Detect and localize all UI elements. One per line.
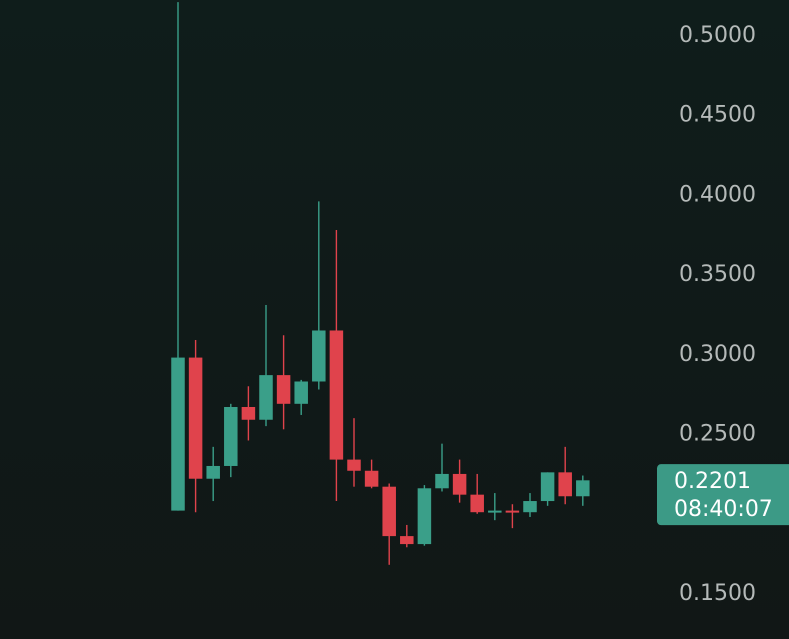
y-tick-label: 0.1500 (679, 581, 756, 606)
candle-body (312, 330, 326, 382)
candle (206, 446, 220, 502)
y-tick-label: 0.5000 (679, 23, 756, 48)
candle-body (523, 501, 537, 513)
candle-body (224, 406, 238, 466)
candle (259, 304, 273, 427)
last-price-label-bg (657, 464, 789, 526)
candle-body (329, 330, 344, 460)
candle (224, 403, 238, 478)
candle-body (276, 375, 291, 404)
candle-body (417, 488, 432, 545)
candle (417, 485, 432, 546)
candle-body (188, 357, 203, 479)
candle-body (206, 465, 220, 479)
candle (540, 472, 555, 506)
candle (488, 493, 502, 521)
candle (470, 473, 484, 514)
candle-body (435, 473, 449, 489)
candle-body (505, 510, 520, 513)
candle (400, 524, 414, 548)
last-price-marker: 0.2201 08:40:07 (657, 464, 789, 526)
candle (294, 379, 308, 415)
price-axis: 0.5000 0.4500 0.4000 0.3500 0.3000 0.2500 0.15… (679, 23, 756, 606)
candle (558, 446, 572, 505)
candle-body (400, 536, 414, 545)
y-tick-label: 0.3500 (679, 262, 756, 287)
candle (382, 483, 396, 565)
last-price-countdown: 08:40:07 (674, 497, 773, 522)
candle (312, 201, 326, 390)
candle (364, 459, 379, 489)
candle-body (452, 473, 467, 495)
y-tick-label: 0.4500 (679, 103, 756, 128)
y-tick-label: 0.2500 (679, 422, 756, 447)
candle (523, 493, 537, 517)
y-tick-label: 0.3000 (679, 342, 756, 367)
candle-body (576, 480, 590, 497)
candle (276, 335, 291, 430)
candle-body (364, 470, 379, 487)
last-price-value: 0.2201 (674, 469, 751, 494)
candle-body (470, 494, 484, 513)
candle (452, 459, 467, 503)
candle-body (347, 459, 361, 471)
y-tick-label: 0.4000 (679, 182, 756, 207)
candle (329, 230, 344, 502)
candle-body (540, 472, 555, 502)
candle-body (294, 381, 308, 404)
candle (347, 418, 361, 487)
candle (576, 475, 590, 506)
candle-body (382, 486, 396, 537)
candle-body (171, 357, 185, 511)
candle (171, 2, 185, 511)
candle-body (241, 406, 256, 420)
candle (435, 443, 449, 492)
candle-body (259, 375, 273, 420)
candle-body (488, 510, 502, 513)
candle-body (558, 472, 572, 497)
candle (241, 386, 256, 441)
candle (505, 504, 520, 529)
candles (171, 2, 590, 565)
candle (188, 340, 203, 513)
